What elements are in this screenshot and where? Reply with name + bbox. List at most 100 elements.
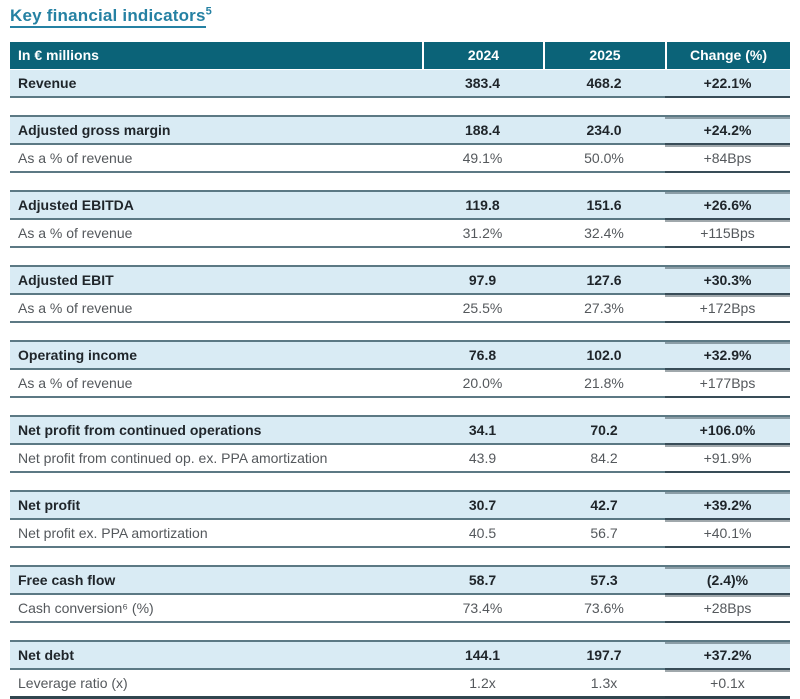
row-label: Net profit xyxy=(18,497,81,513)
row-label: As a % of revenue xyxy=(18,225,133,241)
value-2025: 70.2 xyxy=(590,422,618,438)
value-2024: 30.7 xyxy=(468,497,497,513)
value-2024: 43.9 xyxy=(468,450,497,466)
table-row: Leverage ratio (x) 1.2x 1.3x +0.1x xyxy=(10,668,790,696)
value-2025: 56.7 xyxy=(590,525,618,541)
value-2024: 20.0% xyxy=(462,375,503,391)
row-label: As a % of revenue xyxy=(18,375,133,391)
value-2024: 144.1 xyxy=(464,647,501,663)
column-header-2025: 2025 xyxy=(543,42,665,69)
row-label: As a % of revenue xyxy=(18,150,133,166)
value-2025: 57.3 xyxy=(590,572,618,588)
table-section-net-profit-continued-operations: Net profit from continued operations 34.… xyxy=(10,415,790,473)
value-2025: 73.6% xyxy=(584,600,624,616)
value-change: +40.1% xyxy=(665,520,790,546)
table-row: As a % of revenue 20.0% 21.8% +177Bps xyxy=(10,368,790,396)
row-label: Operating income xyxy=(18,347,138,363)
value-change: +32.9% xyxy=(665,342,790,368)
page-title: Key financial indicators5 xyxy=(10,5,212,28)
value-2025: 151.6 xyxy=(586,197,622,213)
value-2025: 84.2 xyxy=(590,450,618,466)
column-header-change: Change (%) xyxy=(665,42,790,69)
value-change: +24.2% xyxy=(665,117,790,143)
table-row: Operating income 76.8 102.0 +32.9% xyxy=(10,342,790,368)
table-row: Adjusted EBIT 97.9 127.6 +30.3% xyxy=(10,267,790,293)
value-2024: 34.1 xyxy=(468,422,497,438)
table-section-adjusted-ebitda: Adjusted EBITDA 119.8 151.6 +26.6% As a … xyxy=(10,190,790,248)
row-label: Revenue xyxy=(18,75,77,91)
column-header-metric: In € millions xyxy=(18,47,99,63)
value-change: +37.2% xyxy=(665,642,790,668)
table-section-operating-income: Operating income 76.8 102.0 +32.9% As a … xyxy=(10,340,790,398)
value-change: +28Bps xyxy=(665,595,790,621)
table-section-adjusted-gross-margin: Adjusted gross margin 188.4 234.0 +24.2%… xyxy=(10,115,790,173)
value-change: +177Bps xyxy=(665,370,790,396)
value-2024: 119.8 xyxy=(465,197,500,213)
table-row: Adjusted EBITDA 119.8 151.6 +26.6% xyxy=(10,192,790,218)
value-change: +30.3% xyxy=(665,267,790,293)
value-2024: 383.4 xyxy=(464,75,501,91)
value-2025: 197.7 xyxy=(586,647,622,663)
value-2025: 234.0 xyxy=(586,122,622,138)
value-2024: 40.5 xyxy=(468,525,497,541)
value-2024: 73.4% xyxy=(462,600,503,616)
table-section-free-cash-flow: Free cash flow 58.7 57.3 (2.4)% Cash con… xyxy=(10,565,790,623)
value-2024: 31.2% xyxy=(462,225,503,241)
row-label: Leverage ratio (x) xyxy=(18,675,128,691)
value-2024: 49.1% xyxy=(462,150,503,166)
value-2025: 32.4% xyxy=(584,225,624,241)
value-2025: 1.3x xyxy=(590,675,618,691)
value-2024: 97.9 xyxy=(468,272,497,288)
row-label: Adjusted EBITDA xyxy=(18,197,134,213)
value-change: (2.4)% xyxy=(665,567,790,593)
table-section-adjusted-ebit: Adjusted EBIT 97.9 127.6 +30.3% As a % o… xyxy=(10,265,790,323)
value-2025: 21.8% xyxy=(584,375,624,391)
value-2025: 127.6 xyxy=(586,272,622,288)
table-row: Net profit from continued op. ex. PPA am… xyxy=(10,443,790,471)
table-row: As a % of revenue 25.5% 27.3% +172Bps xyxy=(10,293,790,321)
value-2025: 468.2 xyxy=(586,75,622,91)
value-2024: 58.7 xyxy=(468,572,497,588)
value-2024: 1.2x xyxy=(469,675,496,691)
key-financial-indicators-table: In € millions 2024 2025 Change (%) Reven… xyxy=(10,42,790,699)
column-header-2024: 2024 xyxy=(422,42,543,69)
table-row: Cash conversion⁶ (%) 73.4% 73.6% +28Bps xyxy=(10,593,790,621)
row-label: Free cash flow xyxy=(18,572,116,588)
value-2025: 27.3% xyxy=(584,300,624,316)
value-2025: 102.0 xyxy=(586,347,622,363)
table-row: Free cash flow 58.7 57.3 (2.4)% xyxy=(10,567,790,593)
table-header-row: In € millions 2024 2025 Change (%) xyxy=(10,42,790,70)
row-label: Net profit from continued op. ex. PPA am… xyxy=(18,450,328,466)
value-change: +172Bps xyxy=(665,295,790,321)
title-row: Key financial indicators5 xyxy=(10,6,790,42)
table-row: Net profit ex. PPA amortization 40.5 56.… xyxy=(10,518,790,546)
row-label: Net profit ex. PPA amortization xyxy=(18,525,208,541)
value-2025: 50.0% xyxy=(584,150,624,166)
row-label: Adjusted EBIT xyxy=(18,272,114,288)
table-row: Net profit 30.7 42.7 +39.2% xyxy=(10,492,790,518)
value-change: +22.1% xyxy=(665,70,790,96)
table-row: As a % of revenue 49.1% 50.0% +84Bps xyxy=(10,143,790,171)
value-2024: 76.8 xyxy=(468,347,497,363)
value-change: +106.0% xyxy=(665,417,790,443)
table-section-revenue: Revenue 383.4 468.2 +22.1% xyxy=(10,70,790,98)
table-row: Revenue 383.4 468.2 +22.1% xyxy=(10,70,790,96)
value-change: +26.6% xyxy=(665,192,790,218)
table-row: Net profit from continued operations 34.… xyxy=(10,417,790,443)
row-label: Cash conversion⁶ (%) xyxy=(18,600,154,616)
table-row: Net debt 144.1 197.7 +37.2% xyxy=(10,642,790,668)
row-label: As a % of revenue xyxy=(18,300,133,316)
value-change: +39.2% xyxy=(665,492,790,518)
row-label: Net profit from continued operations xyxy=(18,422,262,438)
value-change: +0.1x xyxy=(665,670,790,696)
value-change: +84Bps xyxy=(665,145,790,171)
table-section-net-debt: Net debt 144.1 197.7 +37.2% Leverage rat… xyxy=(10,640,790,699)
table-row: Adjusted gross margin 188.4 234.0 +24.2% xyxy=(10,117,790,143)
title-footnote-ref: 5 xyxy=(205,5,212,18)
value-2024: 188.4 xyxy=(464,122,501,138)
value-change: +115Bps xyxy=(665,220,790,246)
table-row: As a % of revenue 31.2% 32.4% +115Bps xyxy=(10,218,790,246)
table-section-net-profit: Net profit 30.7 42.7 +39.2% Net profit e… xyxy=(10,490,790,548)
row-label: Net debt xyxy=(18,647,74,663)
